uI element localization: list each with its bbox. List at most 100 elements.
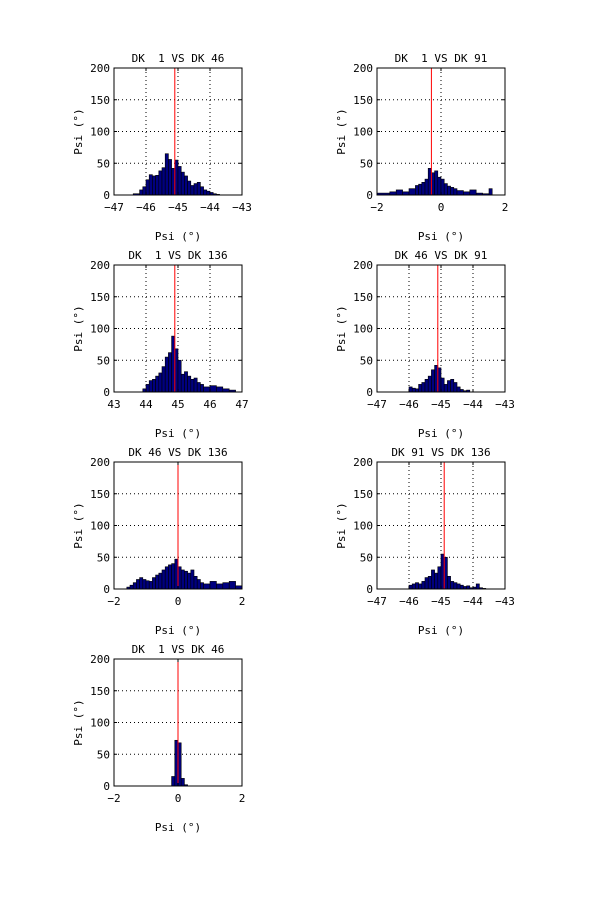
y-tick-label: 200 bbox=[90, 259, 110, 272]
histogram-bar bbox=[184, 371, 188, 393]
histogram-bar bbox=[447, 575, 451, 590]
y-tick-label: 0 bbox=[103, 780, 110, 793]
y-tick-label: 0 bbox=[103, 386, 110, 399]
histogram-bar bbox=[152, 577, 156, 590]
histogram-bar bbox=[190, 378, 195, 393]
histogram-bar bbox=[187, 180, 192, 196]
histogram-bar bbox=[190, 569, 195, 590]
histogram-bar bbox=[203, 386, 211, 393]
histogram-bar bbox=[453, 582, 458, 590]
x-tick-label: −44 bbox=[463, 398, 483, 411]
y-tick-label: 150 bbox=[353, 488, 373, 501]
histogram-bar bbox=[145, 580, 150, 590]
histogram-bar bbox=[421, 182, 426, 196]
x-axis-label: Psi (°) bbox=[418, 624, 464, 637]
histogram-bar bbox=[421, 382, 426, 393]
histogram-bar bbox=[187, 375, 192, 393]
histogram-bar bbox=[418, 384, 423, 393]
histogram-bar bbox=[139, 577, 144, 590]
histogram-bar bbox=[415, 582, 419, 590]
x-tick-label: 43 bbox=[107, 398, 120, 411]
y-tick-label: 100 bbox=[353, 323, 373, 336]
x-tick-label: 0 bbox=[175, 792, 182, 805]
x-tick-label: −46 bbox=[399, 398, 419, 411]
histogram-bar bbox=[158, 372, 163, 393]
histogram-bar bbox=[443, 384, 448, 393]
y-tick-label: 100 bbox=[90, 717, 110, 730]
histogram-bar bbox=[180, 171, 185, 196]
x-tick-label: −47 bbox=[367, 595, 387, 608]
histogram-bar bbox=[187, 572, 192, 590]
x-tick-label: 2 bbox=[239, 595, 246, 608]
histogram-bar bbox=[216, 386, 224, 393]
y-tick-label: 0 bbox=[366, 189, 373, 202]
histogram-bar bbox=[447, 185, 451, 196]
histogram-bar bbox=[129, 584, 134, 590]
histogram-bar bbox=[209, 581, 217, 590]
panel-title: DK 91 VS DK 136 bbox=[391, 446, 490, 459]
y-tick-label: 100 bbox=[90, 520, 110, 533]
x-tick-label: 46 bbox=[203, 398, 216, 411]
histogram-bar bbox=[431, 569, 435, 590]
y-tick-label: 200 bbox=[90, 653, 110, 666]
panel-title: DK 1 VS DK 46 bbox=[132, 52, 225, 65]
x-axis-label: Psi (°) bbox=[155, 624, 201, 637]
x-tick-label: −47 bbox=[367, 398, 387, 411]
y-tick-label: 50 bbox=[97, 551, 110, 564]
panel-title: DK 1 VS DK 91 bbox=[395, 52, 488, 65]
x-tick-label: 44 bbox=[139, 398, 153, 411]
x-tick-label: −43 bbox=[495, 398, 515, 411]
histogram-bar bbox=[180, 373, 185, 393]
x-tick-label: −44 bbox=[200, 201, 220, 214]
histogram-bar bbox=[158, 170, 163, 196]
histogram-bar bbox=[450, 378, 455, 393]
histogram-bar bbox=[418, 583, 423, 590]
histogram-bar bbox=[155, 175, 160, 196]
histogram-bar bbox=[152, 378, 156, 393]
y-axis-label: Psi (°) bbox=[72, 502, 85, 548]
histogram-bar bbox=[424, 178, 429, 196]
histogram-bar bbox=[434, 170, 439, 196]
y-tick-label: 0 bbox=[103, 189, 110, 202]
y-axis-label: Psi (°) bbox=[335, 305, 348, 351]
y-axis-label: Psi (°) bbox=[72, 305, 85, 351]
histogram-bar bbox=[437, 566, 442, 590]
histogram-bar bbox=[168, 564, 172, 590]
histogram-panel-3: 43 44 45 46 47 0 50 100 150 200 DK 1 VS DK 136 Psi … bbox=[72, 249, 249, 440]
histogram-bar bbox=[148, 174, 153, 196]
histogram-bar bbox=[196, 182, 201, 196]
histogram-bar bbox=[424, 577, 429, 590]
histogram-bar bbox=[190, 185, 195, 196]
histogram-bar bbox=[180, 569, 185, 590]
histogram-bar bbox=[200, 186, 204, 196]
histogram-bar bbox=[155, 375, 160, 393]
histogram-bar bbox=[193, 377, 198, 393]
histogram-panel-4: −47 −46 −45 −44 −43 0 50 100 150 200 DK 46 VS DK 9… bbox=[335, 249, 515, 440]
histogram-bar bbox=[395, 189, 403, 196]
histogram-bar bbox=[161, 167, 166, 196]
histogram-bar bbox=[411, 387, 416, 393]
x-tick-label: 47 bbox=[235, 398, 248, 411]
panel-title: DK 46 VS DK 136 bbox=[128, 446, 227, 459]
histogram-bar bbox=[177, 359, 182, 393]
x-tick-label: −45 bbox=[168, 201, 188, 214]
y-axis-label: Psi (°) bbox=[72, 108, 85, 154]
histogram-bar bbox=[161, 569, 166, 590]
histogram-bar bbox=[443, 183, 448, 196]
x-axis-label: Psi (°) bbox=[418, 427, 464, 440]
y-tick-label: 100 bbox=[353, 520, 373, 533]
histogram-bar bbox=[424, 378, 429, 393]
x-tick-label: 2 bbox=[502, 201, 509, 214]
histogram-bar bbox=[203, 189, 208, 196]
x-axis-label: Psi (°) bbox=[155, 427, 201, 440]
histogram-bar bbox=[168, 352, 172, 393]
histogram-bar bbox=[184, 175, 188, 196]
histogram-bar bbox=[456, 583, 461, 590]
x-tick-label: −45 bbox=[431, 595, 451, 608]
histogram-bar bbox=[193, 575, 198, 590]
x-tick-label: −46 bbox=[136, 201, 156, 214]
y-tick-label: 200 bbox=[353, 62, 373, 75]
panel-title: DK 1 VS DK 46 bbox=[132, 643, 225, 656]
x-tick-label: −43 bbox=[495, 595, 515, 608]
